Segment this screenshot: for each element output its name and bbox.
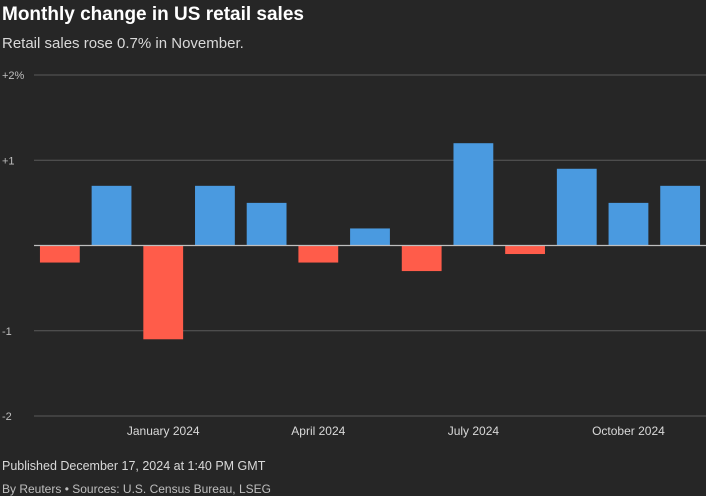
bar: [246, 202, 287, 246]
bar: [660, 185, 701, 246]
bar: [298, 245, 339, 263]
bar: [143, 245, 184, 340]
x-tick-label: July 2024: [448, 424, 500, 438]
source-credit: By Reuters • Sources: U.S. Census Bureau…: [2, 482, 271, 496]
x-tick-label: October 2024: [592, 424, 665, 438]
y-tick-label: -1: [2, 326, 12, 338]
y-tick-label: +1: [2, 155, 15, 167]
bar: [401, 245, 442, 272]
y-tick-label: -2: [2, 411, 12, 423]
chart-subtitle: Retail sales rose 0.7% in November.: [2, 35, 244, 52]
bar: [350, 228, 390, 246]
bar: [556, 168, 597, 246]
x-tick-label: April 2024: [291, 424, 345, 438]
bar: [39, 245, 80, 263]
x-tick-label: January 2024: [127, 424, 200, 438]
bar: [608, 202, 649, 246]
y-tick-label: +2%: [2, 70, 25, 82]
bar: [505, 245, 545, 255]
bar: [91, 185, 132, 246]
bar: [453, 143, 494, 246]
chart-title: Monthly change in US retail sales: [2, 4, 304, 25]
bar: [195, 185, 235, 246]
published-note: Published December 17, 2024 at 1:40 PM G…: [2, 459, 266, 473]
